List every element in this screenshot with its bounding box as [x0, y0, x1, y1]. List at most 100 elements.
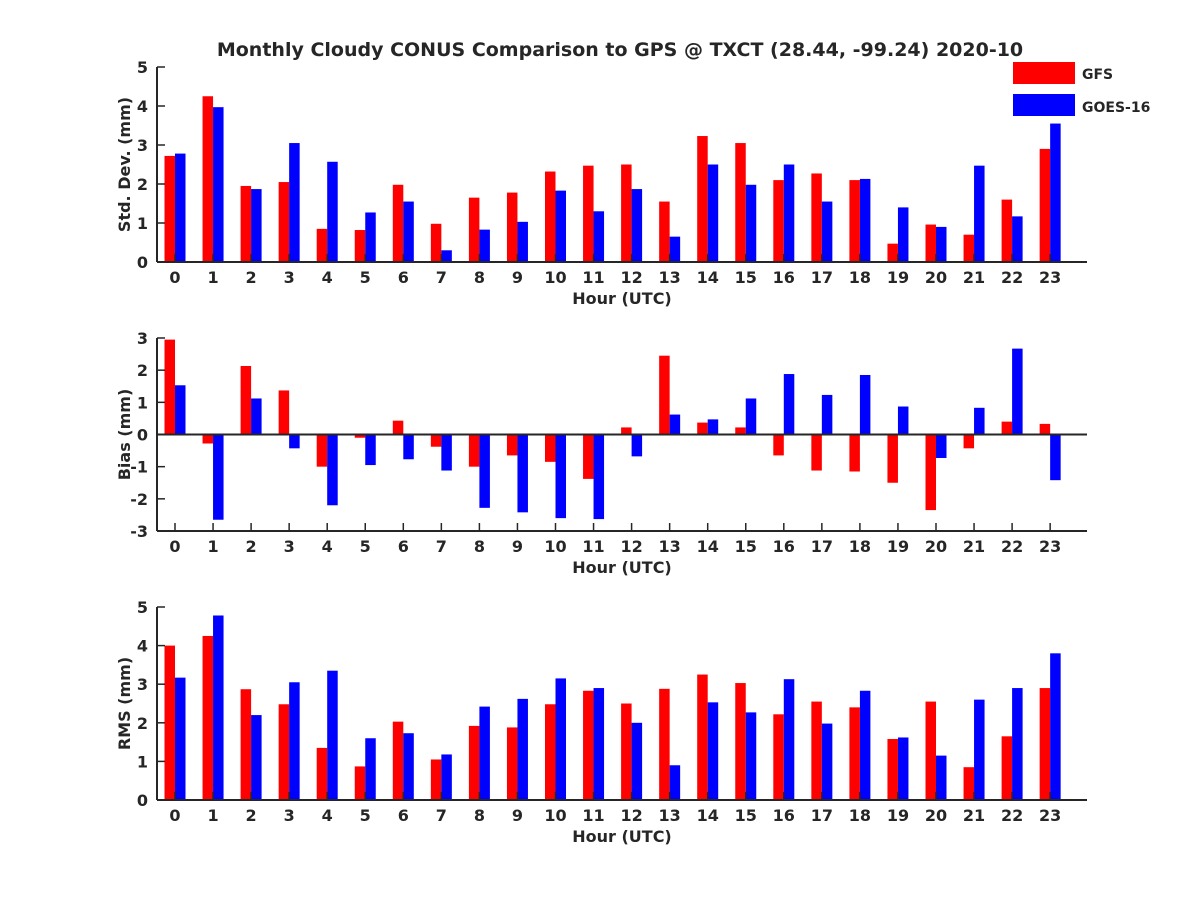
x-tick-label-rms-mm: 21: [963, 806, 985, 825]
x-tick-label-rms-mm: 0: [169, 806, 180, 825]
x-tick-label-bias-mm: 3: [284, 537, 295, 556]
bar-std-dev-mm-gfs-hour-16: [773, 180, 784, 262]
bar-rms-mm-goes-16-hour-17: [821, 723, 833, 800]
x-tick-label-rms-mm: 1: [207, 806, 218, 825]
y-tick-label-bias-mm: 3: [137, 329, 148, 348]
bar-bias-mm-goes-16-hour-1: [213, 434, 224, 520]
bar-std-dev-mm-gfs-hour-10: [545, 171, 556, 262]
x-tick-label-bias-mm: 0: [169, 537, 180, 556]
bar-std-dev-mm-goes-16-hour-6: [403, 201, 414, 262]
x-tick-label-bias-mm: 19: [887, 537, 909, 556]
bar-bias-mm-goes-16-hour-9: [517, 434, 528, 513]
bar-std-dev-mm-gfs-hour-5: [354, 230, 366, 262]
x-tick-label-std-dev-mm: 5: [360, 268, 371, 287]
bar-bias-mm-gfs-hour-12: [621, 427, 632, 435]
bar-bias-mm-gfs-hour-13: [659, 355, 670, 435]
x-tick-label-rms-mm: 9: [512, 806, 523, 825]
bar-bias-mm-gfs-hour-7: [430, 434, 442, 447]
x-tick-label-rms-mm: 8: [474, 806, 485, 825]
bar-rms-mm-gfs-hour-4: [316, 747, 328, 800]
bar-rms-mm-goes-16-hour-5: [365, 738, 376, 800]
bar-std-dev-mm-goes-16-hour-3: [289, 143, 300, 262]
bar-bias-mm-gfs-hour-10: [545, 434, 556, 462]
bar-bias-mm-goes-16-hour-4: [327, 434, 338, 506]
x-tick-label-bias-mm: 11: [582, 537, 604, 556]
bar-std-dev-mm-gfs-hour-12: [621, 164, 632, 262]
y-tick-label-bias-mm: 2: [137, 361, 148, 380]
x-tick-label-std-dev-mm: 0: [169, 268, 180, 287]
bar-std-dev-mm-gfs-hour-2: [240, 185, 252, 262]
y-tick-label-rms-mm: 3: [137, 675, 148, 694]
x-tick-label-rms-mm: 17: [811, 806, 833, 825]
bar-std-dev-mm-gfs-hour-9: [506, 192, 518, 262]
bar-std-dev-mm-goes-16-hour-11: [593, 211, 605, 262]
bar-rms-mm-gfs-hour-14: [697, 674, 708, 800]
y-tick-label-rms-mm: 4: [137, 637, 148, 656]
bar-rms-mm-gfs-hour-8: [468, 725, 480, 800]
bar-bias-mm-goes-16-hour-0: [175, 385, 186, 435]
x-tick-label-rms-mm: 23: [1039, 806, 1061, 825]
x-tick-label-std-dev-mm: 16: [773, 268, 795, 287]
bar-std-dev-mm-gfs-hour-4: [316, 228, 328, 262]
y-tick-label-rms-mm: 0: [137, 791, 148, 810]
bar-rms-mm-goes-16-hour-12: [631, 722, 643, 800]
bar-bias-mm-gfs-hour-23: [1039, 423, 1051, 435]
bar-std-dev-mm-goes-16-hour-21: [974, 165, 985, 262]
bar-bias-mm-gfs-hour-20: [925, 434, 936, 511]
bar-std-dev-mm-goes-16-hour-13: [669, 236, 681, 262]
bar-bias-mm-gfs-hour-11: [583, 434, 594, 479]
bar-rms-mm-gfs-hour-1: [202, 635, 214, 800]
x-tick-label-std-dev-mm: 17: [811, 268, 833, 287]
bar-rms-mm-gfs-hour-12: [621, 703, 632, 800]
bar-std-dev-mm-goes-16-hour-12: [631, 189, 643, 262]
x-tick-label-rms-mm: 13: [659, 806, 681, 825]
bar-rms-mm-goes-16-hour-3: [289, 682, 300, 800]
bar-rms-mm-gfs-hour-7: [430, 759, 442, 800]
x-tick-label-bias-mm: 21: [963, 537, 985, 556]
bar-rms-mm-goes-16-hour-9: [517, 698, 528, 800]
bar-bias-mm-goes-16-hour-17: [821, 394, 833, 435]
bar-rms-mm-goes-16-hour-13: [669, 765, 681, 800]
bar-std-dev-mm-gfs-hour-20: [925, 224, 936, 262]
bar-rms-mm-goes-16-hour-22: [1012, 688, 1023, 800]
bar-rms-mm-goes-16-hour-20: [936, 755, 947, 800]
bar-rms-mm-gfs-hour-9: [506, 727, 518, 800]
bar-bias-mm-gfs-hour-16: [773, 434, 784, 456]
bar-std-dev-mm-goes-16-hour-5: [365, 212, 376, 262]
x-tick-label-bias-mm: 8: [474, 537, 485, 556]
x-tick-label-std-dev-mm: 20: [925, 268, 947, 287]
bar-bias-mm-goes-16-hour-13: [669, 414, 681, 435]
bar-std-dev-mm-gfs-hour-6: [392, 184, 404, 262]
x-tick-label-bias-mm: 1: [207, 537, 218, 556]
x-tick-label-rms-mm: 22: [1001, 806, 1023, 825]
bar-bias-mm-goes-16-hour-20: [936, 434, 947, 458]
y-tick-label-std-dev-mm: 3: [137, 136, 148, 155]
bar-bias-mm-gfs-hour-17: [811, 434, 822, 471]
x-tick-label-std-dev-mm: 23: [1039, 268, 1061, 287]
bar-bias-mm-gfs-hour-5: [354, 434, 366, 438]
bar-rms-mm-gfs-hour-3: [278, 704, 290, 800]
bar-bias-mm-goes-16-hour-11: [593, 434, 605, 520]
x-tick-label-std-dev-mm: 21: [963, 268, 985, 287]
bar-std-dev-mm-goes-16-hour-10: [555, 190, 566, 262]
x-tick-label-std-dev-mm: 8: [474, 268, 485, 287]
bar-std-dev-mm-goes-16-hour-22: [1012, 216, 1023, 262]
bar-std-dev-mm-goes-16-hour-0: [175, 153, 186, 262]
x-tick-label-rms-mm: 4: [322, 806, 333, 825]
x-tick-label-std-dev-mm: 15: [735, 268, 757, 287]
x-tick-label-std-dev-mm: 22: [1001, 268, 1023, 287]
bar-std-dev-mm-goes-16-hour-18: [859, 178, 871, 262]
bar-rms-mm-goes-16-hour-6: [403, 733, 414, 800]
x-tick-label-std-dev-mm: 4: [322, 268, 333, 287]
x-tick-label-rms-mm: 5: [360, 806, 371, 825]
bar-std-dev-mm-gfs-hour-13: [659, 201, 670, 262]
bar-rms-mm-goes-16-hour-21: [974, 699, 985, 800]
bar-bias-mm-goes-16-hour-5: [365, 434, 376, 466]
x-tick-label-rms-mm: 16: [773, 806, 795, 825]
y-tick-label-bias-mm: -3: [130, 522, 148, 541]
bar-std-dev-mm-gfs-hour-14: [697, 136, 708, 262]
bar-std-dev-mm-gfs-hour-0: [164, 155, 175, 262]
bar-bias-mm-gfs-hour-1: [202, 434, 214, 444]
